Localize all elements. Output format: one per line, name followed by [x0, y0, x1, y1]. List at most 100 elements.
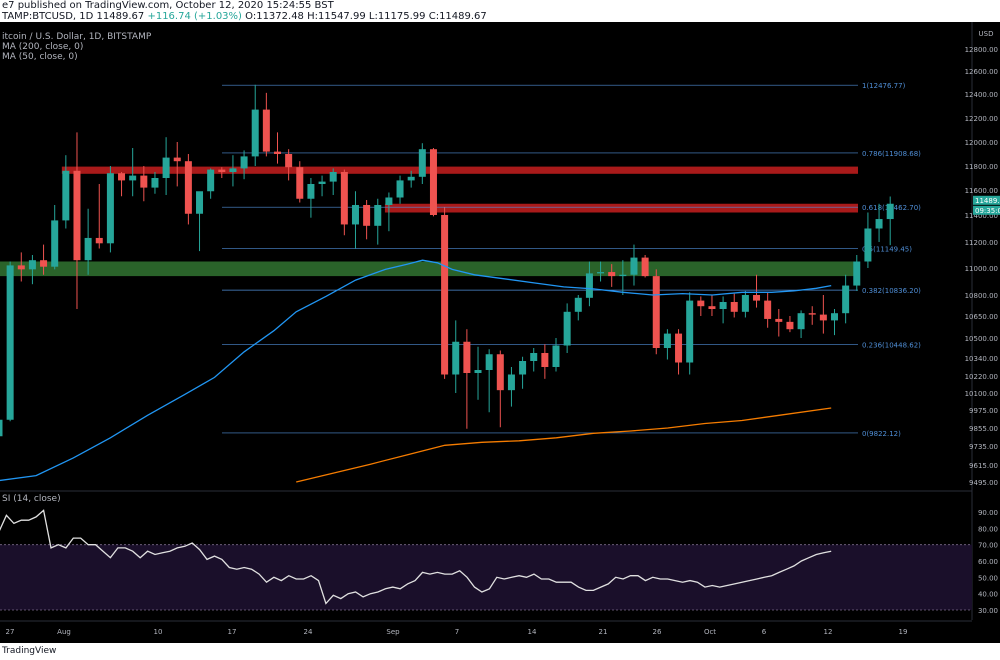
- candle-body: [663, 333, 671, 348]
- date-tick-label: 12: [824, 628, 833, 636]
- candle-body: [6, 265, 14, 420]
- chart-title: itcoin / U.S. Dollar, 1D, BITSTAMP: [2, 32, 152, 42]
- candle-body: [641, 257, 649, 277]
- candle-body: [251, 109, 259, 157]
- date-tick-label: 10: [154, 628, 163, 636]
- fib-label: 0.382(10836.20): [862, 287, 921, 295]
- ohlc-values: O:11372.48 H:11547.99 L:11175.99 C:11489…: [245, 11, 487, 22]
- candle-body: [196, 191, 204, 214]
- rsi-tick-label: 90.00: [978, 509, 998, 517]
- price-chart[interactable]: USD 12800.00 12600.00 12400.00 12200.00 12000…: [0, 22, 1000, 643]
- ma50-line: [0, 259, 832, 482]
- candle-body: [106, 173, 114, 244]
- date-tick-label: Sep: [386, 628, 400, 636]
- rsi-tick-label: 60.00: [978, 558, 998, 566]
- candle-body: [831, 313, 838, 321]
- candle-body: [418, 149, 426, 177]
- zone-resistance-upper: [61, 166, 858, 174]
- date-tick-label: 19: [899, 628, 908, 636]
- price-tick-label: 9735.00: [969, 443, 998, 451]
- date-tick-label: Oct: [704, 628, 716, 636]
- candle-body: [574, 297, 582, 312]
- candle-body: [118, 173, 126, 181]
- candle-body: [429, 149, 437, 215]
- candle-body: [797, 313, 805, 330]
- price-change: +116.74 (+1.03%): [147, 11, 242, 22]
- date-tick-label: 7: [455, 628, 459, 636]
- price-tick-label: 12800.00: [965, 46, 998, 54]
- candle-body: [84, 237, 92, 261]
- date-tick-label: 27: [6, 628, 15, 636]
- price-tick-label: 11600.00: [965, 187, 998, 195]
- candle-body: [474, 370, 482, 373]
- date-tick-label: 21: [599, 628, 608, 636]
- candle-body: [40, 260, 48, 267]
- candle-body: [140, 175, 148, 188]
- candle-body: [340, 172, 348, 225]
- candle-body: [563, 311, 571, 346]
- fib-label: 0.786(11908.68): [862, 150, 921, 158]
- price-tick-label: 12000.00: [965, 139, 998, 147]
- candle-body: [173, 157, 181, 162]
- candle-body: [162, 157, 170, 178]
- price-tick-label: 11400.00: [965, 212, 998, 220]
- rsi-band: [0, 544, 972, 610]
- ma50-legend: MA (50, close, 0): [2, 52, 78, 62]
- candle-body: [552, 345, 560, 367]
- ma200-legend: MA (200, close, 0): [2, 42, 84, 52]
- candle-body: [218, 169, 226, 172]
- price-tick-label: 10340.00: [965, 355, 998, 363]
- last-price-label: 11489.6: [975, 197, 1000, 205]
- candle-body: [285, 154, 293, 168]
- countdown-badge: [973, 205, 1000, 215]
- countdown-label: 09:35:0: [975, 207, 1000, 215]
- candle-body: [585, 273, 593, 298]
- candle-body: [775, 318, 783, 322]
- candle-body: [719, 302, 727, 309]
- candle-body: [496, 354, 504, 391]
- candle-body: [441, 215, 449, 375]
- candle-body: [240, 156, 248, 169]
- symbol-label: TAMP:BTCUSD, 1D: [2, 11, 94, 22]
- rsi-tick-label: 40.00: [978, 591, 998, 599]
- date-tick-label: 17: [228, 628, 237, 636]
- candle-body: [463, 341, 471, 373]
- candle-body: [318, 181, 326, 184]
- price-tick-label: 9855.00: [969, 425, 998, 433]
- price-tick-label: 9975.00: [969, 407, 998, 415]
- candle-body: [129, 175, 137, 181]
- candle-body: [864, 228, 872, 262]
- publish-line: e7 published on TradingView.com, October…: [2, 0, 334, 11]
- candle-body: [786, 321, 794, 330]
- candle-body: [619, 274, 627, 277]
- candle-body: [875, 219, 883, 229]
- candle-body: [207, 169, 215, 192]
- date-tick-label: Aug: [57, 628, 71, 636]
- price-tick-label: 9495.00: [969, 479, 998, 487]
- ohlc-line: TAMP:BTCUSD, 1D 11489.67 +116.74 (+1.03%…: [2, 11, 487, 22]
- candle-body: [507, 374, 515, 391]
- price-tick-label: 12600.00: [965, 68, 998, 76]
- rsi-tick-label: 80.00: [978, 525, 998, 533]
- price-tick-label: 10100.00: [965, 390, 998, 398]
- candle-body: [452, 341, 460, 375]
- candle-body: [62, 170, 70, 221]
- rsi-tick-label: 30.00: [978, 607, 998, 615]
- fib-label: 0.236(10448.62): [862, 341, 921, 349]
- fib-label: 0.5(11149.45): [862, 246, 912, 254]
- price-tick-label: 11000.00: [965, 265, 998, 273]
- candle-body: [396, 180, 404, 198]
- date-tick-label: 24: [304, 628, 313, 636]
- candle-body: [151, 178, 159, 188]
- fib-label: 0(9822.12): [862, 430, 901, 438]
- candle-body: [808, 313, 816, 315]
- candle-body: [262, 109, 270, 152]
- candle-body: [886, 203, 894, 220]
- candle-body: [307, 184, 315, 199]
- date-tick-label: 14: [528, 628, 537, 636]
- price-tick-label: 11800.00: [965, 163, 998, 171]
- candle-body: [652, 276, 660, 348]
- tradingview-logo: TradingView: [2, 646, 57, 656]
- date-tick-label: 26: [653, 628, 662, 636]
- candle-body: [184, 161, 192, 214]
